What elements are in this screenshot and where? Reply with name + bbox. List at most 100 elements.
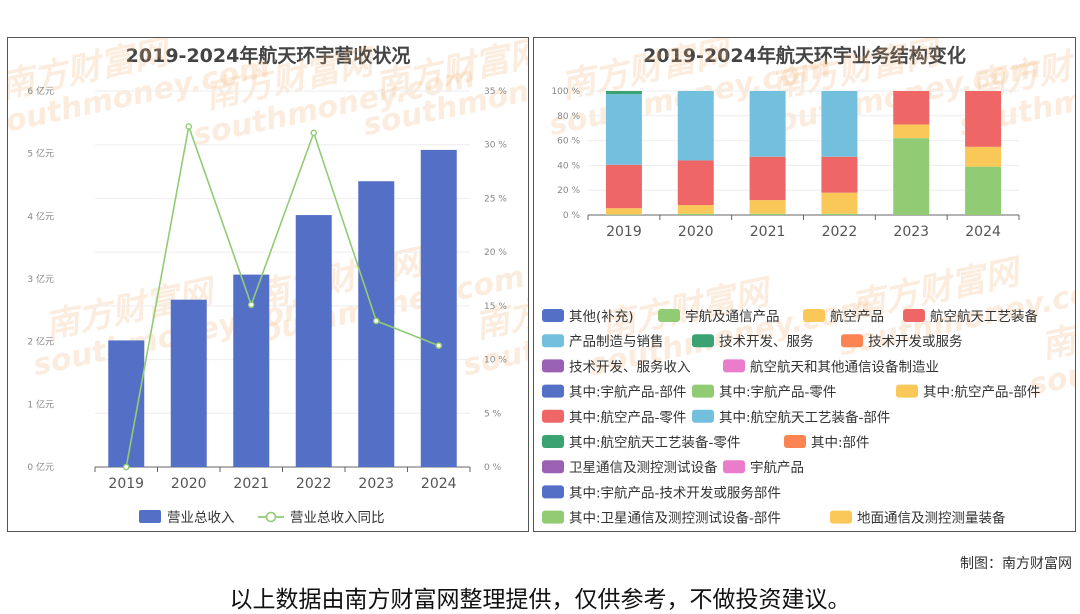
yoy-point [247,301,255,309]
yoy-line [125,123,440,468]
stack-segment [893,138,930,215]
legend-label: 宇航及通信产品 [685,309,780,325]
stack-segment [965,166,1002,215]
legend-label: 宇航产品 [750,460,804,476]
revenue-bar [295,215,332,467]
y-left-tick: 1 亿元 [27,398,54,410]
y-left-tick: 3 亿元 [27,273,54,285]
stack-segment [965,146,1002,167]
legend-swatch [723,359,745,373]
stack-segment [821,156,858,193]
stack-segment [677,160,714,206]
legend-label: 航空航天和其他通信设备制造业 [750,358,939,375]
x-tick-label: 2023 [358,476,394,492]
yoy-point [372,317,380,325]
x-tick-label: 2019 [108,476,144,492]
legend-label: 其中:航空产品-部件 [923,385,1040,401]
legend-swatch [542,510,564,524]
stack-segment [749,213,786,215]
x-tick-label: 2021 [233,476,269,492]
legend-label: 技术开发或服务 [868,334,963,350]
structure-chart-panel: 2019-2024年航天环宇业务结构变化 南方财富网southmoney.com… [533,37,1076,532]
revenue-chart-panel: 2019-2024年航天环宇营收状况 南方财富网 southmoney.com 南方… [7,37,529,532]
legend-swatch [542,309,564,322]
stack-segment [893,91,930,125]
y-right-tick: 25 % [484,194,507,204]
legend-swatch [658,309,680,322]
x-tick-label: 2024 [965,224,1001,240]
y-tick: 100 % [551,87,580,97]
stack-segment [677,205,714,214]
x-tick-label: 2021 [750,224,786,240]
y-left-tick: 5 亿元 [27,148,54,160]
revenue-bar [170,299,207,467]
legend-line-marker [265,511,277,523]
legend-swatch [784,435,806,448]
yoy-point [435,342,443,349]
legend-label: 其他(补充) [569,309,634,325]
stack-segment [605,214,642,215]
x-tick-label: 2024 [421,476,457,492]
legend-label: 卫星通信及测控测试设备 [569,459,718,476]
yoy-point [185,123,193,130]
legend-label: 其中:宇航产品-技术开发或服务部件 [569,485,781,501]
chart-credit: 制图：南方财富网 [960,556,1072,572]
stack-segment [605,94,642,165]
legend-label: 产品制造与销售 [569,334,664,350]
legend-swatch [723,460,745,474]
revenue-bar [108,340,145,467]
legend-label: 其中:宇航产品-部件 [569,385,686,401]
legend-label: 其中:航空航天工艺装备-部件 [719,409,890,426]
y-tick: 20 % [557,186,580,196]
y-right-tick: 10 % [484,356,507,366]
y-tick: 80 % [557,112,580,122]
legend-label: 技术开发、服务收入 [569,359,691,375]
stack-segment [749,156,786,201]
legend-label: 其中:卫星通信及测控测试设备-部件 [569,510,781,527]
stack-segment [821,192,858,214]
stack-segment [749,200,786,214]
legend-swatch [830,510,852,524]
stack-segment [605,208,642,215]
legend-swatch [841,334,863,348]
legend-swatch [542,460,564,474]
legend-line-label: 营业总收入同比 [290,510,385,526]
y-left-tick: 2 亿元 [27,336,54,348]
legend-label: 其中:航空产品-零件 [569,410,686,426]
y-tick: 60 % [557,137,580,147]
stack-segment [749,91,786,157]
stack-segment [965,91,1002,147]
y-right-tick: 5 % [484,409,502,419]
legend-bar-label: 营业总收入 [167,510,235,526]
legend-label: 其中:航空航天工艺装备-零件 [569,434,740,451]
legend-label: 技术开发、服务 [719,334,814,350]
disclaimer-text: 以上数据由南方财富网整理提供，仅供参考，不做投资建议。 [229,587,851,613]
stack-segment [677,213,714,215]
legend-swatch [692,409,714,423]
y-right-tick: 20 % [484,248,507,258]
x-tick-label: 2020 [678,224,714,240]
legend-bar-swatch [139,510,161,523]
stack-segment [821,91,858,157]
stack-segment [605,91,642,95]
stack-segment [821,213,858,215]
structure-chart-title: 2019-2024年航天环宇业务结构变化 [643,45,966,67]
y-right-tick: 0 % [484,463,502,473]
legend-swatch [896,384,918,398]
x-tick-label: 2019 [606,224,642,240]
legend-swatch [542,409,564,423]
x-tick-label: 2020 [171,476,207,492]
structure-chart: 南方财富网southmoney.com南方财富网southmoney.com南方… [542,38,1075,527]
y-right-tick: 15 % [484,302,507,312]
legend-swatch [542,485,564,499]
stack-segment [605,164,642,209]
legend-swatch [542,384,564,398]
legend-label: 其中:宇航产品-零件 [719,385,836,401]
revenue-chart-title: 2019-2024年航天环宇营收状况 [125,45,411,67]
legend-swatch [692,334,714,348]
y-right-tick: 35 % [484,87,507,97]
y-tick: 40 % [557,161,580,171]
y-left-tick: 6 亿元 [27,85,54,97]
legend-label: 航空航天工艺装备 [930,308,1038,325]
legend-swatch [903,309,925,322]
